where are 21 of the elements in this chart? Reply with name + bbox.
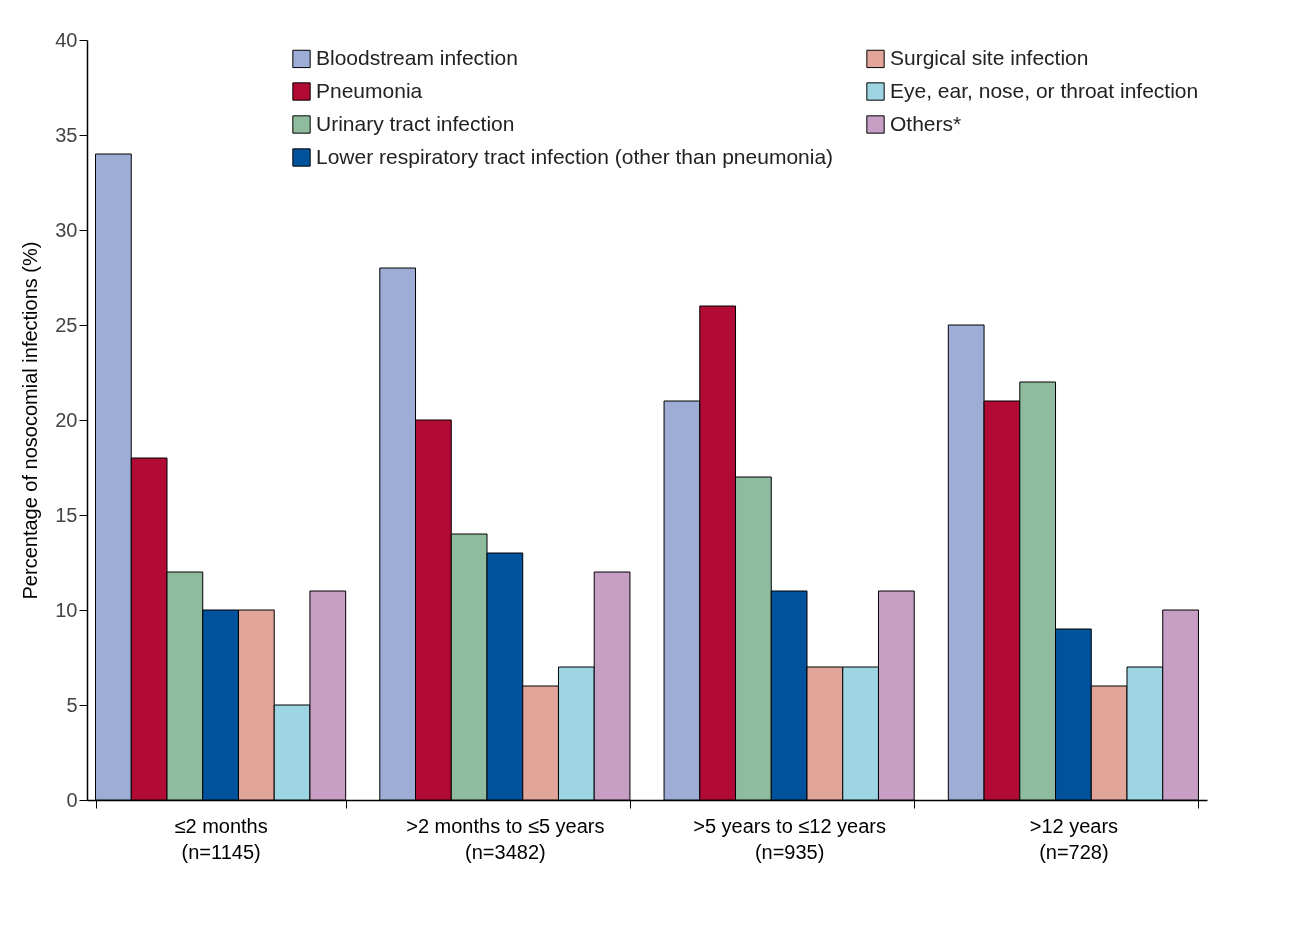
y-tick-label: 5	[66, 693, 78, 716]
x-tick-label: >2 months to ≤5 years (n=3482)	[406, 814, 605, 863]
y-axis-title: Percentage of nosocomial infections (%)	[19, 241, 42, 600]
legend-label: Lower respiratory tract infection (other than pneumonia)	[316, 144, 834, 168]
y-tick-label: 25	[55, 313, 78, 336]
x-tick-label: >5 years to ≤12 years (n=935)	[693, 814, 887, 863]
legend-label: Urinary tract infection	[316, 111, 515, 135]
y-tick-label: 35	[55, 123, 78, 146]
legend-label: Eye, ear, nose, or throat infection	[890, 78, 1199, 102]
x-tick-label: >12 years (n=728)	[1029, 814, 1119, 863]
y-tick-label: 20	[55, 408, 78, 431]
y-tick-label: 0	[66, 788, 78, 811]
x-tick-label: ≤2 months (n=1145)	[174, 814, 268, 863]
y-tick-label: 15	[55, 503, 78, 526]
legend-label: Others*	[890, 111, 962, 135]
legend-label: Surgical site infection	[890, 45, 1089, 69]
legend-label: Pneumonia	[316, 78, 423, 102]
y-tick-label: 40	[55, 28, 78, 51]
y-tick-label: 10	[55, 598, 78, 621]
y-tick-label: 30	[55, 218, 78, 241]
legend-label: Bloodstream infection	[316, 45, 518, 69]
